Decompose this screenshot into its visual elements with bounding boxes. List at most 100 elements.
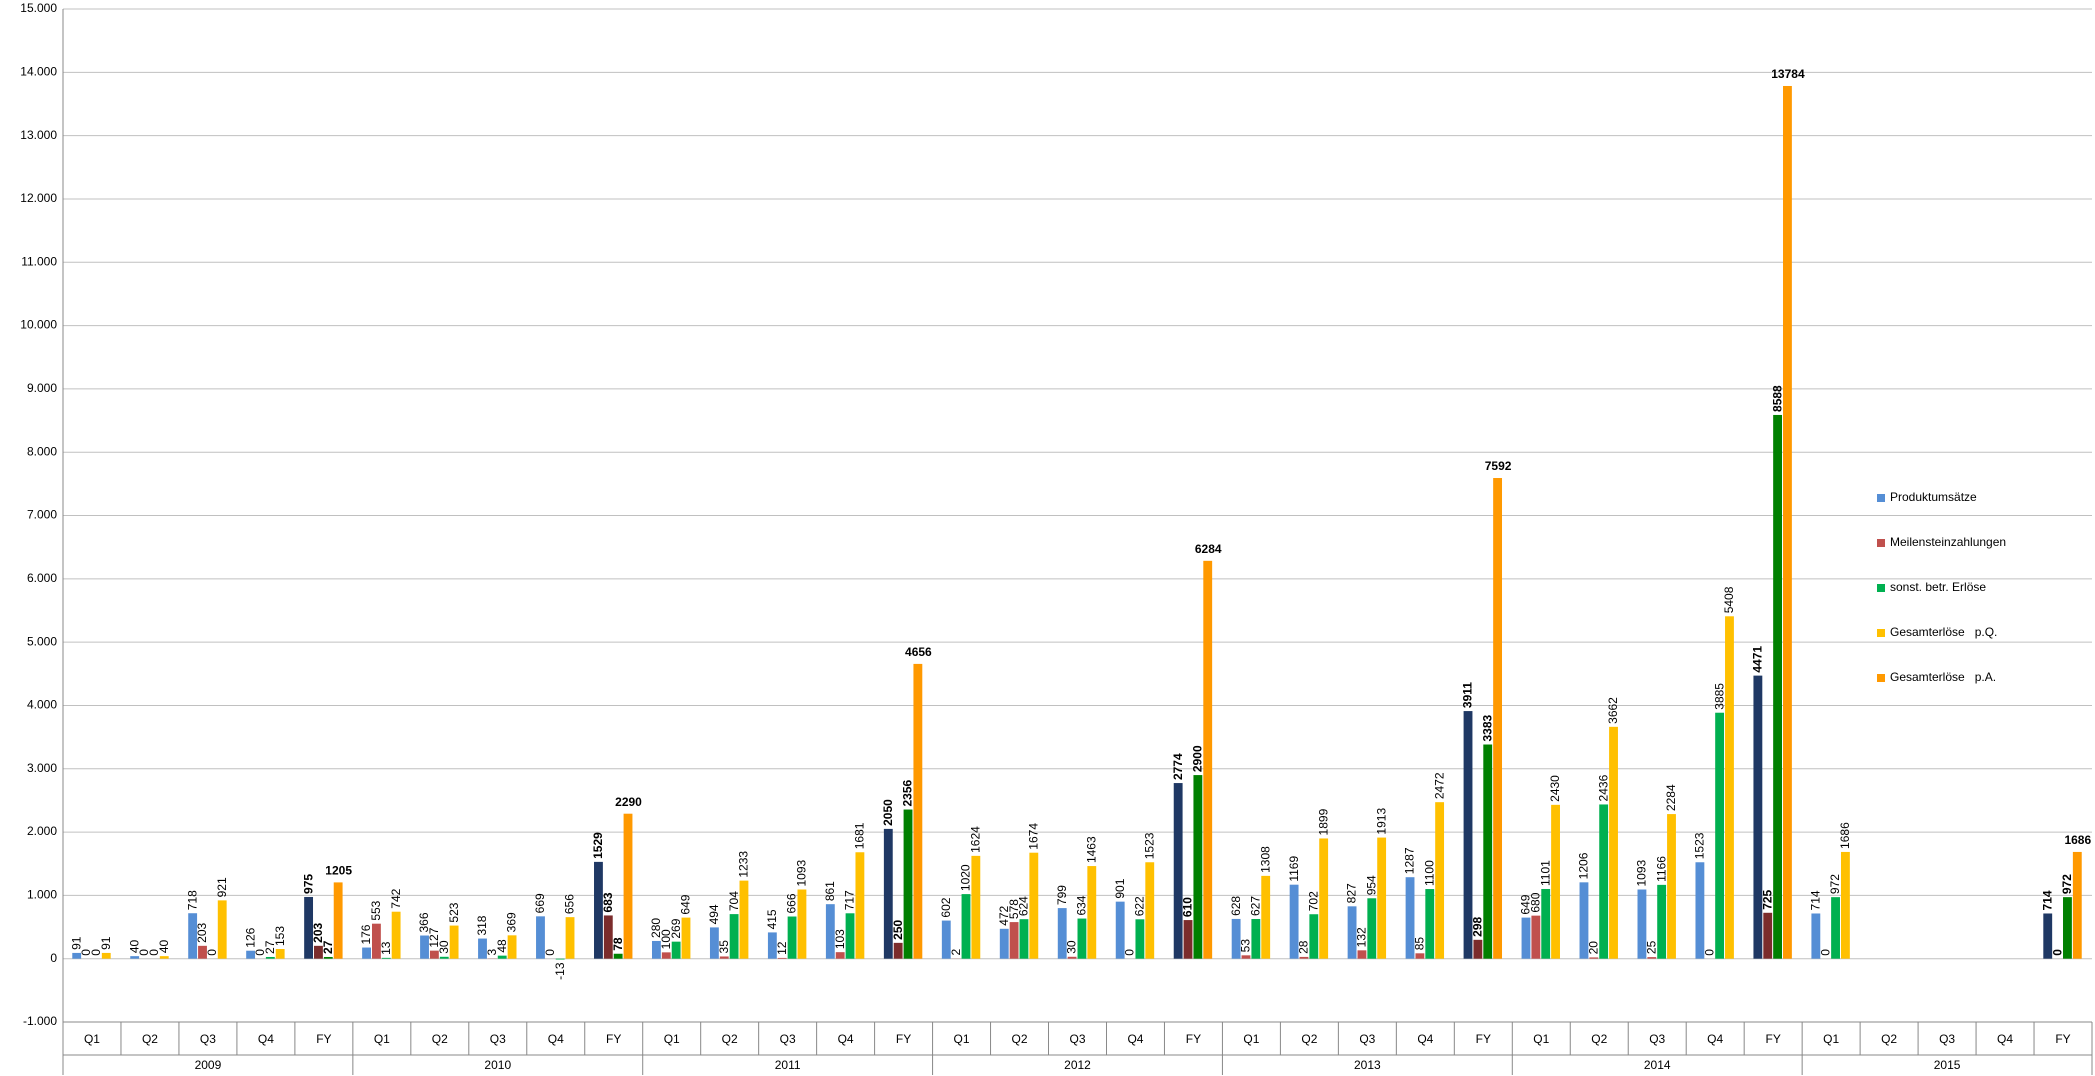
data-label: 702 bbox=[1306, 891, 1320, 911]
bar bbox=[623, 813, 633, 959]
data-label: 126 bbox=[243, 927, 257, 947]
data-label: 40 bbox=[157, 939, 171, 953]
bar bbox=[1773, 414, 1783, 959]
bar bbox=[825, 904, 835, 959]
x-tick-label: Q3 bbox=[1359, 1032, 1375, 1046]
data-label: 718 bbox=[185, 890, 199, 910]
data-label: 1169 bbox=[1287, 856, 1301, 882]
legend-swatch bbox=[1877, 674, 1885, 682]
data-label: 3 bbox=[485, 948, 499, 955]
data-label: 610 bbox=[1181, 897, 1195, 917]
data-label: 0 bbox=[137, 949, 151, 956]
data-label: 954 bbox=[1364, 875, 1378, 895]
data-label: 1686 bbox=[1838, 822, 1852, 849]
data-label: 669 bbox=[533, 893, 547, 913]
bar bbox=[1425, 889, 1435, 959]
x-tick-label: FY bbox=[316, 1032, 331, 1046]
y-tick-label: 2.000 bbox=[27, 824, 57, 838]
data-label: 1674 bbox=[1026, 823, 1040, 850]
bar bbox=[478, 938, 487, 959]
legend-label: Gesamterlöse p.A. bbox=[1890, 670, 1996, 684]
data-label: 1624 bbox=[969, 826, 983, 853]
data-label: 13784 bbox=[1771, 67, 1805, 81]
x-tick-label: Q1 bbox=[1823, 1032, 1839, 1046]
legend-label: Gesamterlöse p.Q. bbox=[1890, 625, 1997, 639]
data-label: 85 bbox=[1413, 937, 1427, 951]
data-label: 0 bbox=[2050, 949, 2064, 956]
bar bbox=[1579, 882, 1589, 959]
x-tick-label: Q2 bbox=[1881, 1032, 1897, 1046]
bar bbox=[1589, 957, 1599, 959]
bar bbox=[1309, 914, 1319, 959]
data-label: 1287 bbox=[1403, 847, 1417, 874]
bar bbox=[449, 925, 459, 959]
bar bbox=[420, 935, 429, 959]
legend-swatch bbox=[1877, 629, 1885, 637]
bar bbox=[429, 950, 439, 959]
bar bbox=[1009, 922, 1019, 959]
bar bbox=[1609, 726, 1618, 959]
data-label: 714 bbox=[1809, 890, 1823, 910]
y-tick-label: 5.000 bbox=[27, 634, 57, 648]
y-tick-label: 8.000 bbox=[27, 444, 57, 458]
bar bbox=[391, 911, 401, 959]
x-tick-label: Q3 bbox=[780, 1032, 796, 1046]
y-tick-label: 9.000 bbox=[27, 381, 57, 395]
x-tick-label: Q3 bbox=[490, 1032, 506, 1046]
bar bbox=[362, 947, 371, 959]
bar bbox=[1657, 884, 1667, 959]
bar bbox=[1299, 956, 1309, 959]
y-tick-label: 6.000 bbox=[27, 571, 57, 585]
data-label: 1686 bbox=[2064, 833, 2091, 847]
x-tick-label: Q2 bbox=[432, 1032, 448, 1046]
x-tick-label: FY bbox=[2055, 1032, 2070, 1046]
bar bbox=[2043, 913, 2053, 959]
data-label: 628 bbox=[1229, 896, 1243, 916]
data-label: 25 bbox=[1644, 940, 1658, 954]
data-label: 2430 bbox=[1548, 775, 1562, 802]
data-label: 40 bbox=[127, 939, 141, 953]
bar bbox=[1435, 802, 1445, 959]
data-label: 0 bbox=[1818, 949, 1832, 956]
data-label: 717 bbox=[843, 890, 857, 910]
bar bbox=[1251, 918, 1261, 959]
x-tick-label: Q3 bbox=[1649, 1032, 1665, 1046]
bar bbox=[1193, 775, 1203, 959]
data-label: 203 bbox=[311, 922, 325, 942]
bar bbox=[709, 927, 719, 959]
bar bbox=[1203, 560, 1213, 959]
x-tick-label: Q1 bbox=[1533, 1032, 1549, 1046]
x-tick-label: Q1 bbox=[954, 1032, 970, 1046]
bar bbox=[2063, 897, 2072, 959]
bar bbox=[739, 880, 749, 959]
bar bbox=[681, 917, 691, 959]
bar bbox=[1115, 901, 1125, 959]
x-tick-label: Q4 bbox=[1417, 1032, 1433, 1046]
bar bbox=[1637, 889, 1647, 959]
bar bbox=[1183, 920, 1193, 959]
data-label: 30 bbox=[437, 940, 451, 954]
bar bbox=[130, 956, 140, 959]
data-label: 1529 bbox=[591, 832, 605, 859]
y-tick-label: 13.000 bbox=[20, 128, 57, 142]
data-label: 127 bbox=[427, 927, 441, 947]
data-label: 132 bbox=[1355, 927, 1369, 947]
data-label: 624 bbox=[1017, 896, 1031, 916]
bar bbox=[1667, 814, 1676, 959]
bar bbox=[613, 953, 623, 959]
data-label: 3911 bbox=[1461, 682, 1475, 708]
bar bbox=[1029, 852, 1039, 959]
x-tick-label: Q2 bbox=[142, 1032, 158, 1046]
bar bbox=[913, 663, 923, 959]
bar bbox=[1647, 957, 1657, 959]
data-label: 1913 bbox=[1374, 808, 1388, 835]
data-label: 250 bbox=[891, 920, 905, 940]
data-label: 1205 bbox=[325, 864, 352, 878]
data-label: 2 bbox=[949, 949, 963, 956]
data-label: 3662 bbox=[1606, 697, 1620, 724]
y-tick-label: 10.000 bbox=[20, 318, 57, 332]
data-label: 523 bbox=[447, 902, 461, 922]
x-tick-label: Q4 bbox=[1127, 1032, 1143, 1046]
bar bbox=[536, 916, 545, 959]
